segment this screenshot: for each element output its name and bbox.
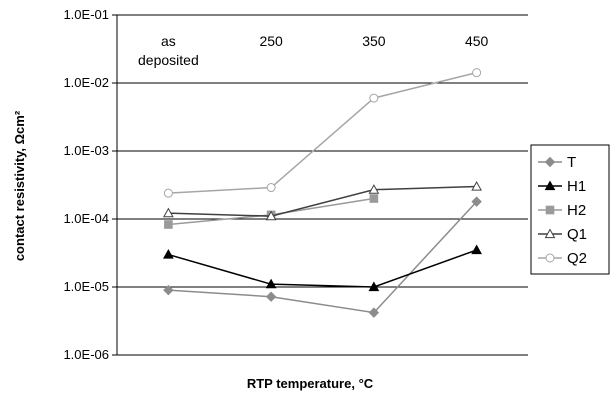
legend-label: H2 <box>567 202 586 219</box>
data-point <box>265 278 277 289</box>
series-line <box>168 201 478 314</box>
y-tick-label: 1.0E-02 <box>63 75 109 90</box>
legend-item-h1: H1 <box>538 178 586 195</box>
series-h1 <box>163 244 482 292</box>
legend-item-h2: H2 <box>538 202 586 219</box>
series-line <box>168 249 477 288</box>
data-point <box>471 196 482 207</box>
legend-label: T <box>567 154 576 171</box>
legend-marker <box>544 228 556 239</box>
data-point <box>266 183 276 193</box>
series-line <box>168 71 477 194</box>
category-label: 350 <box>362 33 386 49</box>
legend-label: Q1 <box>567 226 587 243</box>
data-point <box>163 249 174 259</box>
data-point <box>472 68 482 78</box>
data-point <box>163 188 173 198</box>
legend-marker <box>544 180 556 191</box>
category-label: as <box>161 33 176 49</box>
category-labels: as deposited 250 350 450 <box>138 33 489 68</box>
legend-label: Q2 <box>567 250 587 267</box>
y-tick-label: 1.0E-06 <box>63 347 109 362</box>
data-point <box>164 220 173 229</box>
series-q1 <box>163 181 482 221</box>
data-point <box>368 307 380 318</box>
category-label: 250 <box>259 33 283 49</box>
data-point <box>369 93 379 103</box>
data-point <box>369 194 379 203</box>
legend-marker <box>545 253 555 263</box>
data-point <box>471 181 482 191</box>
y-tick-label: 1.0E-04 <box>63 211 109 226</box>
y-tick-labels: 1.0E-01 1.0E-02 1.0E-03 1.0E-04 1.0E-05 1.0E-… <box>63 7 109 362</box>
axes <box>116 15 528 356</box>
data-point <box>368 184 380 194</box>
category-label: 450 <box>465 33 489 49</box>
y-axis-title: contact resistivity, Ωcm² <box>12 110 27 261</box>
data-point <box>163 284 174 296</box>
data-point <box>265 210 277 221</box>
x-axis-title: RTP temperature, °C <box>247 376 374 391</box>
series-q2 <box>163 68 482 198</box>
y-tick-label: 1.0E-03 <box>63 143 109 158</box>
legend-label: H1 <box>567 178 586 195</box>
legend-item-q1: Q1 <box>538 226 587 243</box>
y-tick-label: 1.0E-01 <box>63 7 109 22</box>
series-line <box>168 185 477 217</box>
data-point <box>368 281 380 292</box>
data-point <box>265 291 277 302</box>
legend-item-q2: Q2 <box>538 250 587 267</box>
data-point <box>471 244 482 255</box>
legend-item-t: T <box>538 154 576 171</box>
legend-marker <box>544 156 556 168</box>
gridlines <box>112 14 528 356</box>
series-lines <box>163 68 482 318</box>
category-label: deposited <box>138 52 199 68</box>
series-t <box>163 196 482 318</box>
legend: T H1 H2 Q1 Q2 <box>530 144 610 275</box>
legend-marker <box>545 205 555 215</box>
data-point <box>163 207 174 218</box>
legend-box <box>530 144 610 275</box>
y-tick-label: 1.0E-05 <box>63 279 109 294</box>
